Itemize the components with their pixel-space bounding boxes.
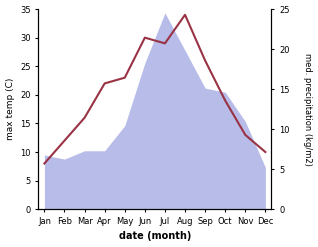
- X-axis label: date (month): date (month): [119, 231, 191, 242]
- Y-axis label: med. precipitation (kg/m2): med. precipitation (kg/m2): [303, 53, 313, 165]
- Y-axis label: max temp (C): max temp (C): [5, 78, 15, 140]
